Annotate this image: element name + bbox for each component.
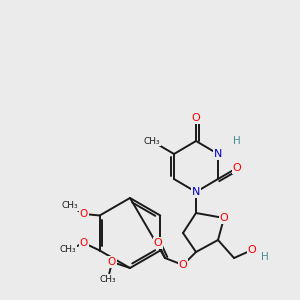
Text: O: O (248, 245, 256, 255)
Text: O: O (80, 238, 88, 248)
Text: O: O (154, 238, 162, 248)
Text: O: O (192, 113, 200, 123)
Text: O: O (220, 213, 228, 223)
Text: H: H (233, 136, 241, 146)
Text: N: N (214, 149, 222, 159)
Text: O: O (178, 260, 188, 270)
Text: CH₃: CH₃ (100, 274, 116, 284)
Text: CH₃: CH₃ (60, 245, 76, 254)
Text: H: H (261, 252, 269, 262)
Text: N: N (192, 187, 200, 197)
Text: O: O (80, 209, 88, 219)
Text: CH₃: CH₃ (144, 136, 160, 146)
Text: CH₃: CH₃ (62, 202, 78, 211)
Text: O: O (232, 163, 242, 173)
Text: O: O (108, 257, 116, 267)
